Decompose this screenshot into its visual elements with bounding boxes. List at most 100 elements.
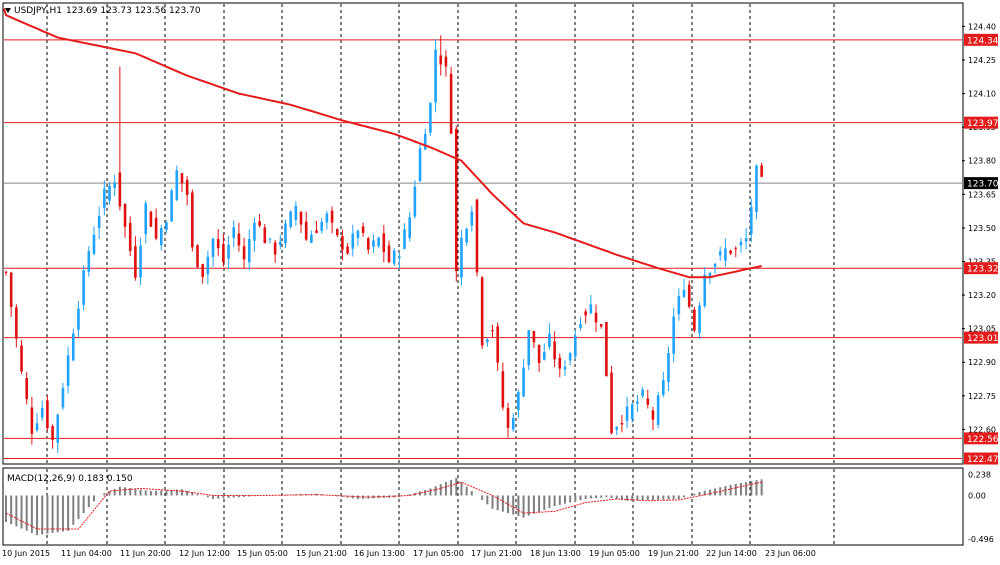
candle-body-62 (325, 213, 329, 223)
candle-body-145 (755, 165, 758, 213)
candle-78 (408, 211, 412, 242)
y-tick-label-4: 123.80 (968, 157, 996, 166)
candle-61 (320, 217, 324, 234)
candle-body-14 (77, 308, 80, 330)
candle-130 (677, 288, 681, 321)
candle-body-30 (159, 227, 163, 246)
candle-body-101 (527, 330, 531, 366)
candle-body-103 (537, 344, 541, 364)
candle-body-58 (304, 221, 308, 240)
candle-132 (687, 280, 691, 309)
candle-body-1 (9, 272, 13, 308)
candle-body-144 (749, 206, 753, 235)
candle-body-146 (760, 165, 763, 177)
candle-body-104 (542, 352, 546, 360)
candle-body-89 (465, 228, 468, 243)
price-tags: 124.34 123.97 123.32 123.01 122.56 122.47 123.… (964, 33, 999, 465)
candle-36 (191, 189, 194, 252)
candle-body-92 (480, 277, 484, 346)
candle-138 (718, 246, 722, 262)
candle-body-50 (263, 227, 267, 244)
candle-body-143 (744, 238, 748, 242)
x-tick-label-2: 11 Jun 20:00 (120, 549, 171, 558)
level-tag-label-3: 123.01 (967, 334, 999, 344)
grid-layer (46, 4, 835, 544)
x-tick-label-6: 16 Jun 13:00 (354, 549, 405, 558)
dropdown-triangle-icon[interactable] (5, 8, 11, 13)
candle-body-69 (361, 226, 365, 233)
candle-63 (330, 206, 334, 234)
candle-body-11 (61, 388, 65, 408)
candle-125 (651, 406, 655, 431)
level-tag-label-2: 123.32 (967, 265, 999, 275)
candle-38 (201, 263, 204, 284)
candle-body-27 (144, 203, 148, 235)
candle-body-34 (180, 173, 184, 184)
candle-body-40 (211, 238, 215, 257)
candle-body-100 (522, 367, 525, 397)
candle-body-94 (491, 329, 494, 332)
y-tick-label-9: 123.05 (968, 325, 996, 334)
y-tick-label-0: 124.40 (968, 22, 996, 31)
macd-tick-label-2: -0.496 (968, 535, 994, 544)
candle-143 (744, 227, 748, 250)
candle-body-67 (351, 233, 355, 249)
candle-body-0 (4, 271, 8, 273)
candle-108 (563, 360, 567, 377)
candle-53 (279, 235, 282, 250)
candle-body-76 (398, 256, 401, 258)
candle-body-4 (25, 378, 29, 400)
x-tick-label-3: 12 Jun 12:00 (179, 549, 230, 558)
candle-55 (289, 210, 292, 229)
candle-body-39 (206, 256, 210, 275)
candle-body-57 (299, 211, 303, 225)
candle-73 (382, 224, 386, 263)
macd-signal-line (5, 481, 762, 530)
candle-83 (434, 38, 437, 113)
candle-45 (237, 222, 241, 252)
candle-body-33 (175, 170, 179, 200)
candle-103 (537, 344, 541, 372)
indicator-pane-border (2, 467, 964, 546)
candle-47 (247, 229, 251, 271)
candle-body-38 (201, 264, 204, 277)
candle-body-29 (154, 217, 158, 239)
candle-8 (46, 395, 49, 431)
candle-29 (154, 208, 158, 241)
candle-52 (273, 239, 277, 263)
candle-body-44 (232, 227, 236, 239)
candle-126 (656, 391, 660, 429)
y-tick-label-1: 124.25 (968, 56, 996, 65)
candle-body-19 (103, 188, 106, 209)
candle-body-87 (454, 128, 458, 271)
candle-141 (734, 246, 738, 258)
candle-body-9 (51, 426, 54, 440)
candle-body-137 (713, 263, 717, 267)
candle-122 (636, 394, 639, 413)
candle-body-46 (242, 246, 246, 260)
candle-110 (574, 330, 577, 360)
main-pane-border (2, 2, 964, 465)
current-price-tag-label: 123.70 (967, 180, 999, 190)
level-tag-4 (964, 432, 998, 445)
candle-body-114 (594, 312, 598, 323)
candle-body-117 (610, 372, 613, 434)
candle-6 (35, 412, 39, 433)
candle-91 (475, 198, 479, 277)
candle-body-45 (237, 233, 241, 246)
level-tag-3 (964, 331, 998, 344)
candle-body-15 (82, 270, 85, 305)
candle-34 (180, 172, 184, 192)
candle-body-122 (636, 401, 639, 404)
candle-30 (159, 224, 163, 251)
candle-20 (108, 182, 111, 205)
candle-body-42 (222, 244, 225, 263)
candle-body-6 (35, 423, 39, 431)
candle-77 (403, 223, 406, 250)
candle-body-8 (46, 400, 49, 429)
candle-body-31 (165, 222, 168, 230)
candle-body-88 (460, 237, 463, 278)
candle-37 (196, 244, 199, 268)
candle-75 (392, 247, 396, 267)
